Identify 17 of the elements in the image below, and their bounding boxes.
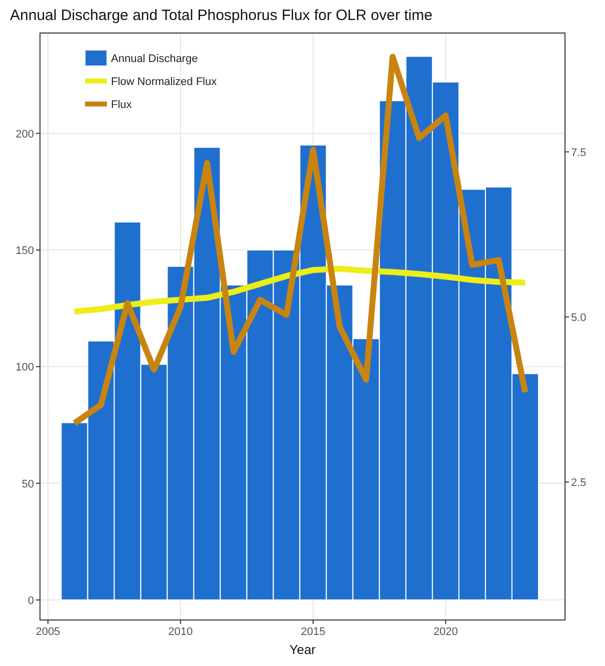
x-tick-label: 2010 [168, 626, 193, 638]
x-tick-label: 2015 [300, 626, 326, 638]
chart-title: Annual Discharge and Total Phosphorus Flux for OLR over time [10, 7, 432, 24]
y2-tick-label: 7.5 [571, 146, 586, 159]
legend-label: Annual Discharge [111, 53, 198, 65]
y-tick-label: 100 [16, 362, 34, 374]
legend-label: Flux [111, 99, 132, 111]
y-tick-label: 50 [22, 478, 34, 490]
y2-tick-label: 5.0 [571, 312, 586, 324]
y2-tick-label: 2.5 [571, 477, 586, 489]
x-tick-label: 2005 [36, 626, 60, 638]
y-tick-label: 0 [28, 594, 34, 607]
y-tick-label: 150 [16, 244, 34, 257]
y-tick-label: 200 [16, 128, 34, 140]
x-tick-label: 2020 [433, 626, 458, 638]
legend-label: Flow Normalized Flux [111, 76, 218, 88]
x-axis-title: Year [289, 642, 316, 657]
